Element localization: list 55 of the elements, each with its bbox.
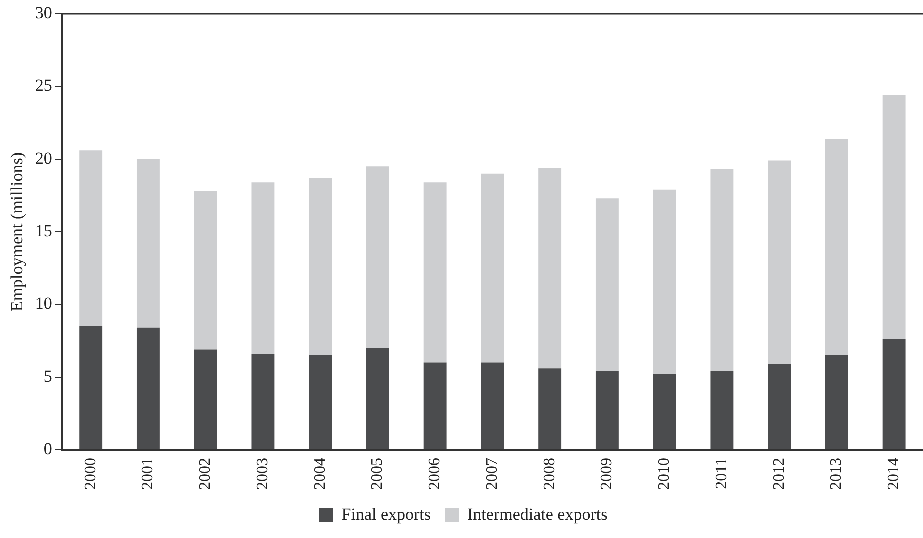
bar — [882, 95, 906, 340]
bar — [825, 138, 848, 356]
bar — [366, 166, 390, 348]
x-tick-label: 2008 — [541, 458, 558, 490]
bar — [80, 150, 103, 326]
bar — [424, 362, 447, 450]
bar — [538, 368, 562, 450]
bar — [481, 174, 504, 363]
x-tick-label: 2013 — [828, 458, 846, 490]
bar — [136, 159, 160, 328]
bar — [710, 170, 734, 372]
bar — [825, 356, 848, 450]
bar — [309, 356, 332, 450]
x-tick-label: 2010 — [656, 458, 674, 490]
bar — [653, 374, 676, 450]
y-tick-label: 20 — [35, 148, 52, 168]
bar — [309, 178, 332, 356]
y-axis-title: Employment (millions) — [8, 152, 27, 312]
bar — [136, 328, 160, 450]
bar — [252, 182, 275, 354]
y-tick-label: 0 — [44, 439, 52, 458]
x-tick-label: 2002 — [197, 458, 214, 490]
bar — [80, 326, 103, 450]
x-tick-label: 2000 — [82, 458, 100, 490]
x-tick-label: 2007 — [484, 458, 501, 490]
bar — [252, 354, 275, 450]
y-tick-label: 15 — [35, 221, 52, 240]
x-tick-label: 2004 — [312, 458, 329, 490]
bar — [596, 198, 619, 372]
legend-label: Final exports — [342, 504, 432, 524]
bar — [481, 362, 504, 450]
bar — [366, 348, 390, 450]
x-tick-label: 2003 — [254, 458, 272, 490]
bar — [538, 168, 562, 369]
x-tick-label: 2001 — [140, 458, 157, 490]
x-tick-label: 2011 — [713, 458, 730, 490]
bar — [424, 182, 447, 363]
bar — [194, 191, 218, 350]
y-tick-label: 10 — [35, 294, 52, 314]
y-tick-label: 5 — [44, 366, 52, 386]
bar — [768, 160, 792, 364]
bar — [653, 190, 676, 374]
bar — [710, 372, 734, 450]
x-tick-label: 2006 — [426, 458, 444, 490]
bar — [768, 364, 792, 450]
bar — [882, 340, 906, 450]
legend-label: Intermediate exports — [468, 504, 608, 524]
x-tick-label: 2005 — [369, 458, 386, 490]
x-tick-label: 2014 — [886, 458, 903, 490]
y-tick-label: 25 — [35, 76, 52, 96]
y-tick-label: 30 — [35, 3, 52, 22]
bar — [596, 372, 619, 450]
bar — [194, 350, 218, 450]
x-tick-label: 2009 — [598, 458, 616, 490]
x-tick-label: 2012 — [770, 458, 788, 490]
